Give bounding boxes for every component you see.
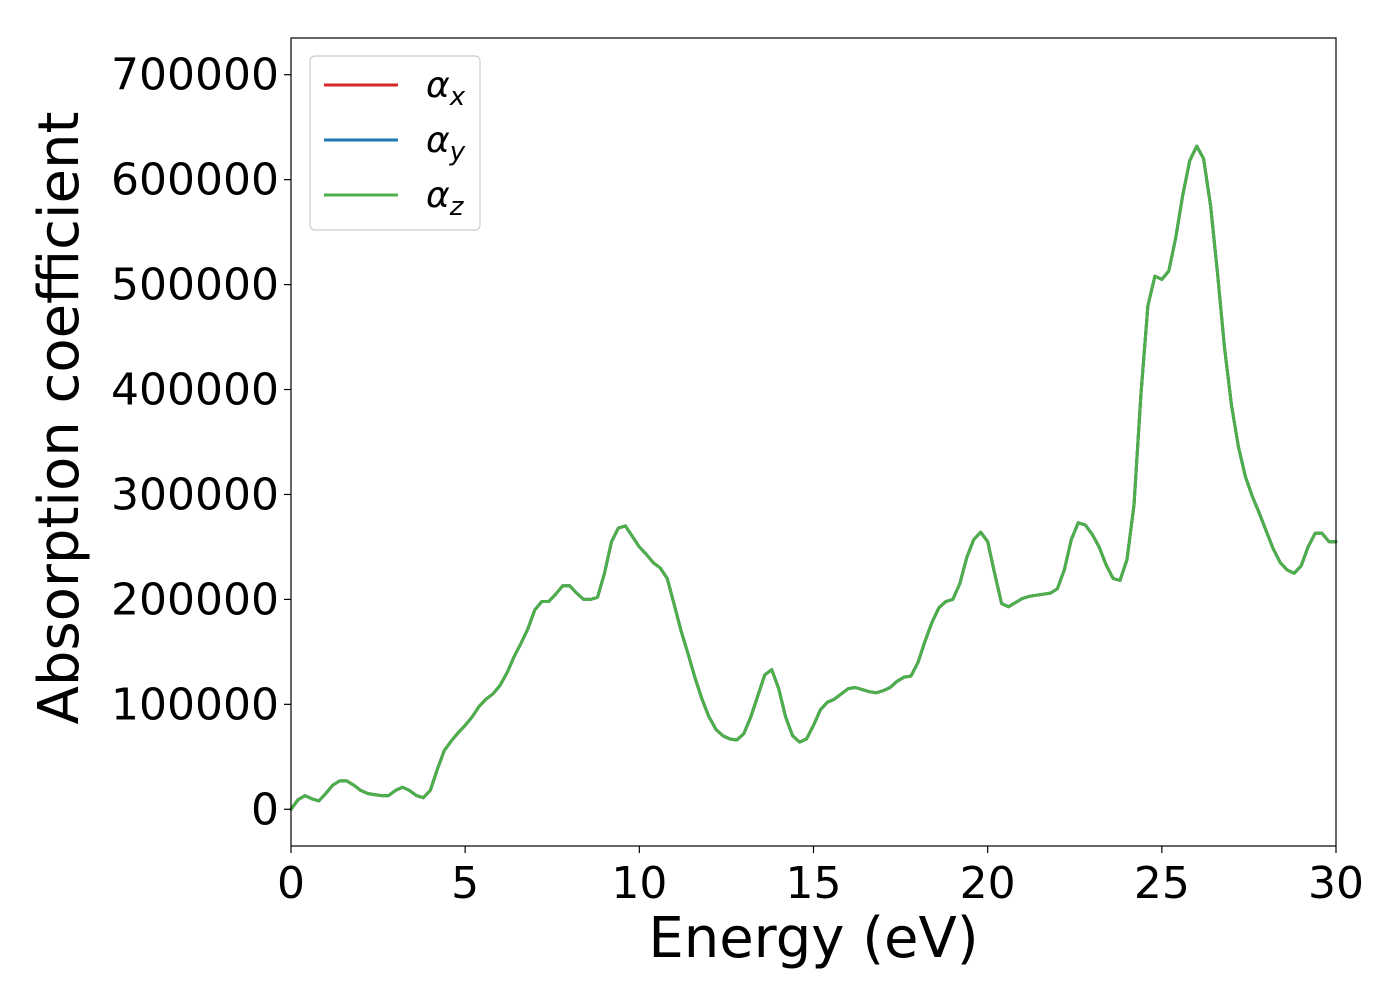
legend-label-x: αx xyxy=(426,65,466,112)
series-line-3 xyxy=(289,144,1338,811)
y-tick-label: 200000 xyxy=(111,574,279,625)
x-tick-label: 0 xyxy=(277,858,305,909)
y-tick-label: 300000 xyxy=(111,469,279,520)
y-tick-label: 0 xyxy=(251,784,279,835)
x-tick-label: 25 xyxy=(1134,858,1190,909)
y-axis-title: Absorption coefficient xyxy=(27,112,92,725)
x-tick-label: 10 xyxy=(611,858,667,909)
series-line-1 xyxy=(289,144,1338,811)
y-tick-label: 600000 xyxy=(111,155,279,206)
legend: αx αy αz xyxy=(309,55,481,231)
y-tick-label: 100000 xyxy=(111,679,279,730)
legend-label-y: αy xyxy=(426,120,466,167)
x-tick-label: 20 xyxy=(960,858,1016,909)
y-axis: 0 100000 200000 300000 400000 500000 600000 700… xyxy=(111,50,291,835)
x-axis-title: Energy (eV) xyxy=(648,906,978,971)
x-axis: 0 5 10 15 20 25 30 xyxy=(277,846,1364,909)
series-line-2 xyxy=(289,144,1338,811)
legend-box xyxy=(309,55,481,231)
y-tick-label: 700000 xyxy=(111,50,279,101)
y-tick-label: 500000 xyxy=(111,260,279,311)
x-tick-label: 30 xyxy=(1308,858,1364,909)
x-tick-label: 15 xyxy=(786,858,842,909)
y-tick-label: 400000 xyxy=(111,365,279,416)
legend-label-z: αz xyxy=(426,175,465,222)
x-tick-label: 5 xyxy=(451,858,479,909)
series-layer xyxy=(289,144,1338,811)
